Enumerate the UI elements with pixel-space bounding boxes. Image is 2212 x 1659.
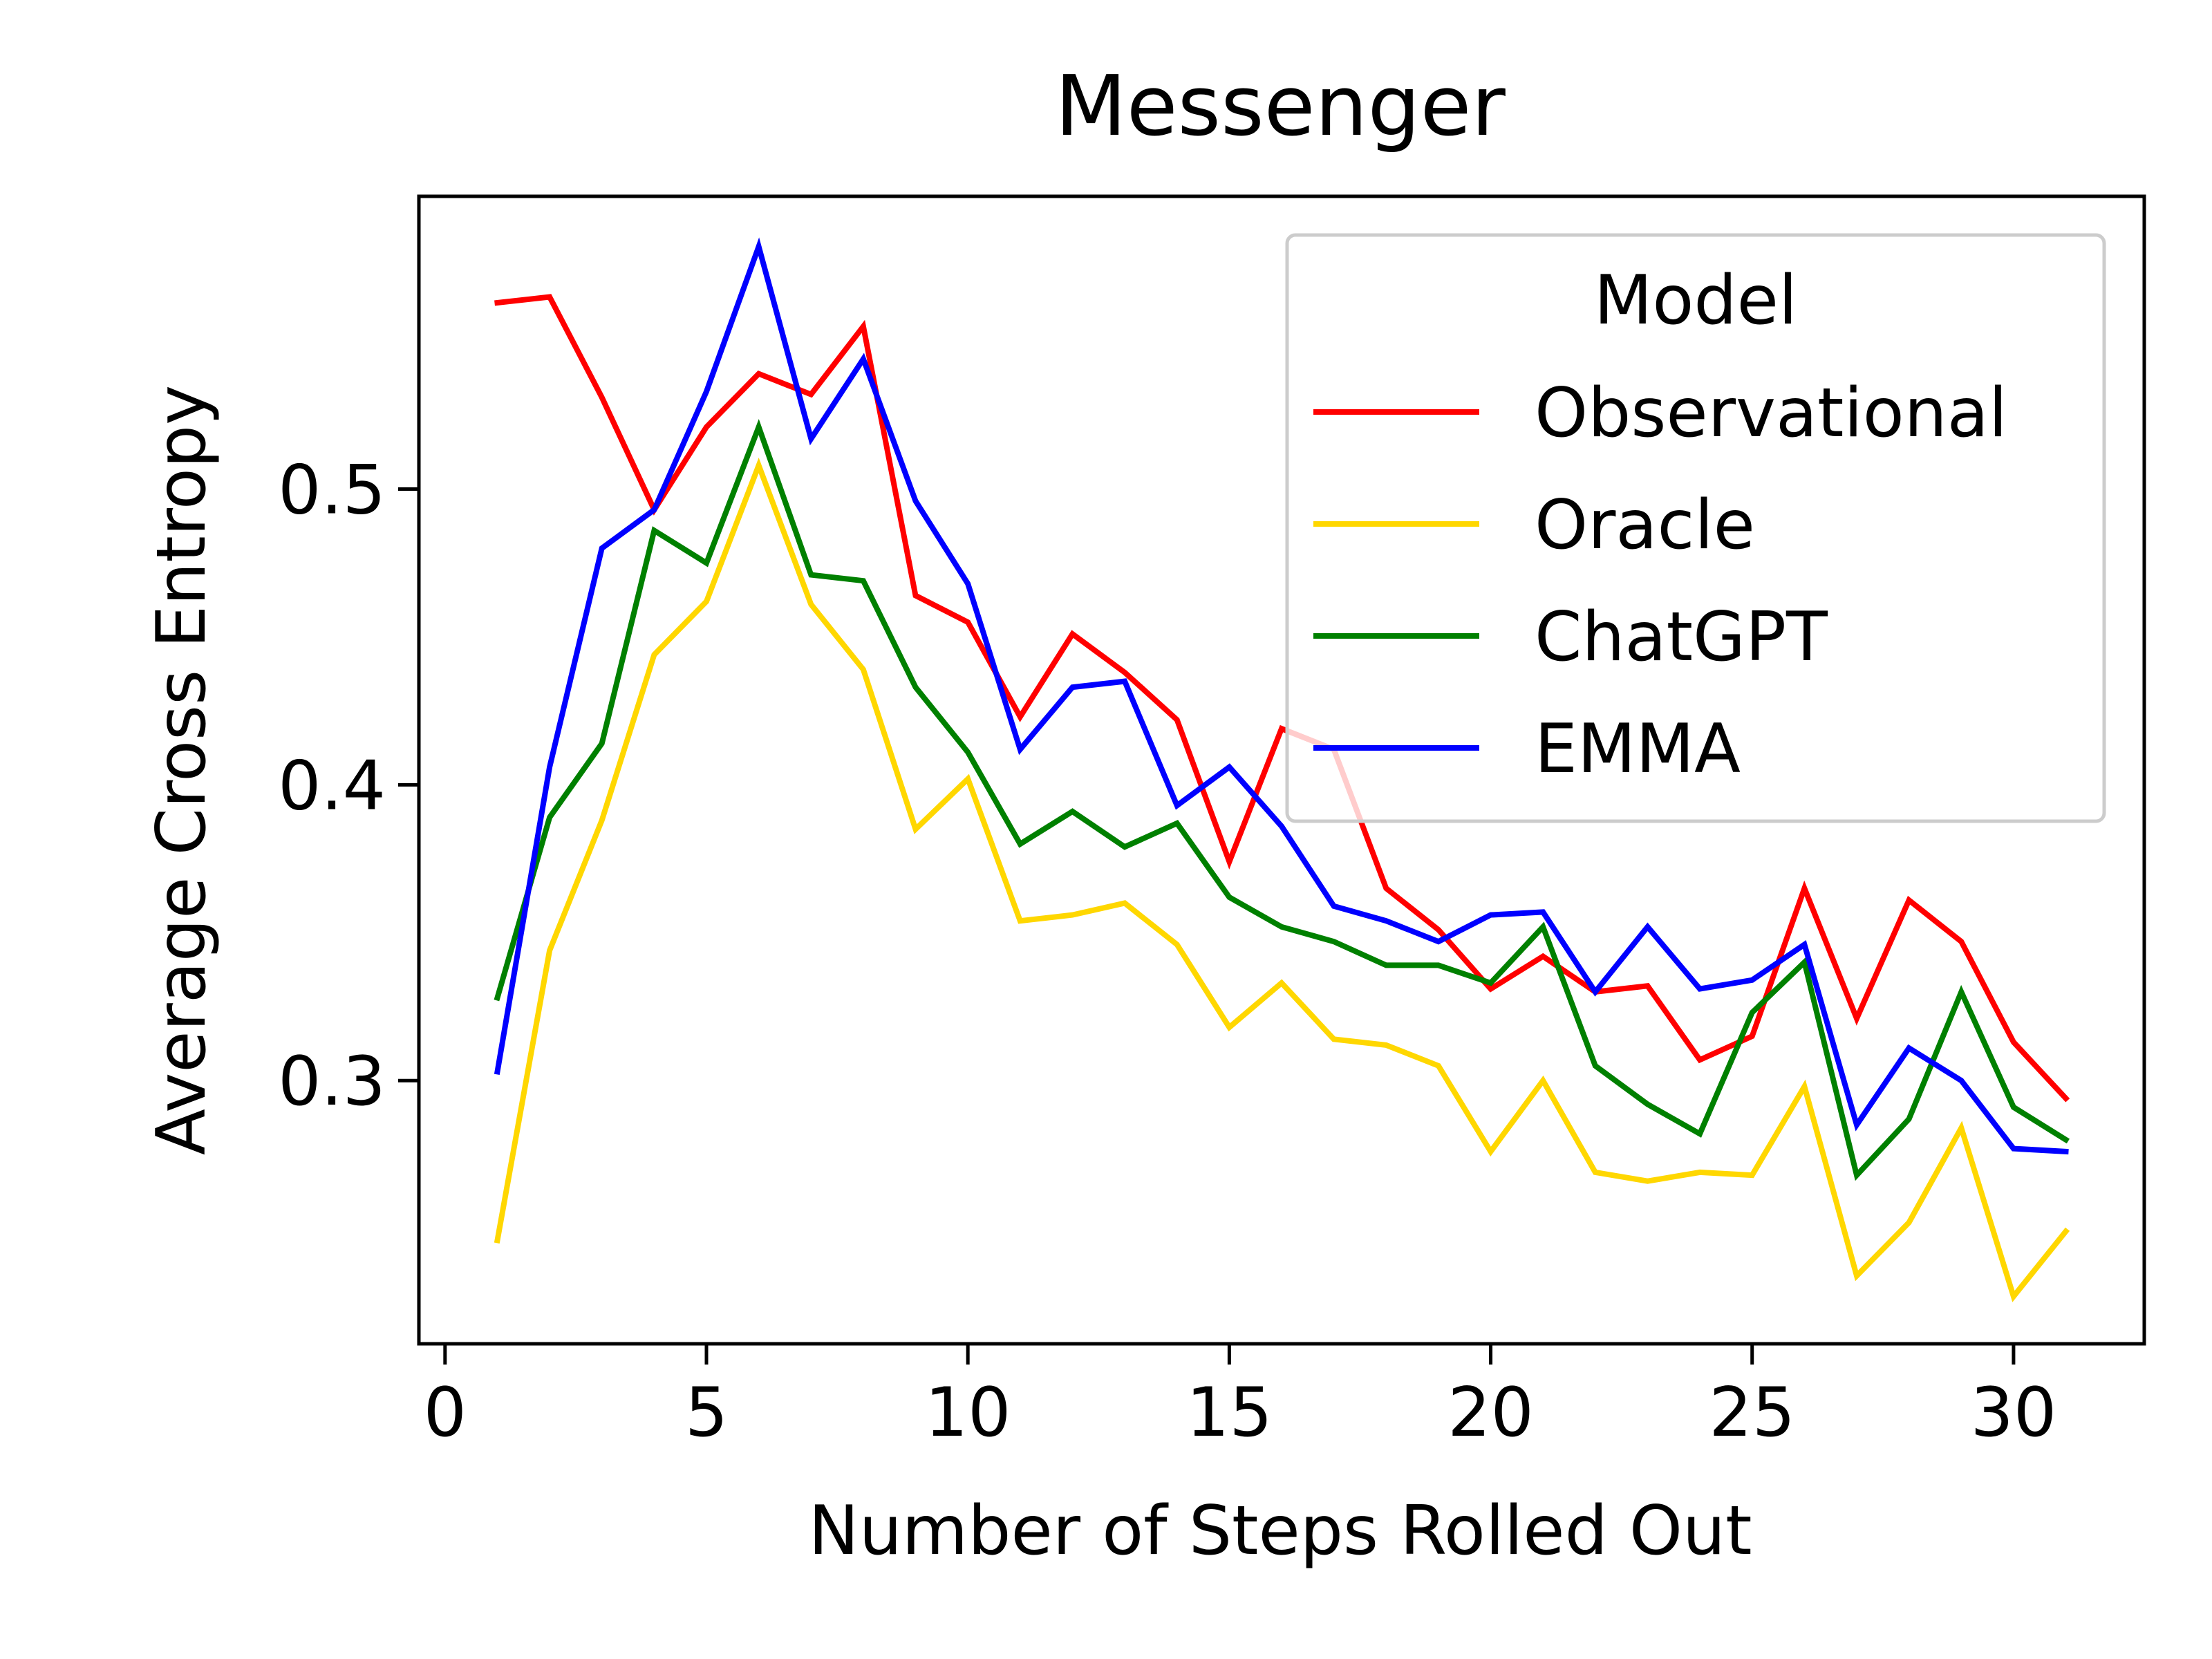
series-line-observational [494,294,2070,1103]
x-tick-label: 10 [925,1374,1011,1452]
x-tick-label: 15 [1186,1374,1273,1452]
x-tick-label: 25 [1709,1374,1795,1452]
legend-label-emma: EMMA [1535,710,1741,789]
legend-label-oracle: Oracle [1535,486,1755,565]
y-tick-label: 0.3 [278,1042,386,1121]
legend: Model Observational Oracle ChatGPT EMMA [1285,233,2106,823]
x-tick-label: 30 [1971,1374,2057,1452]
legend-title: Model [1594,261,1797,340]
legend-box [1285,233,2106,823]
series-line-oracle [494,458,2070,1302]
chart-title: Messenger [1055,59,1506,155]
x-tick-label: 5 [685,1374,728,1452]
legend-label-chatgpt: ChatGPT [1535,598,1828,677]
series-line-emma [494,237,2069,1155]
y-tick-label: 0.5 [278,451,386,530]
plot-area-frame [417,194,2146,1346]
x-tick-label: 0 [424,1374,467,1452]
y-tick-label: 0.4 [278,747,386,825]
x-tick-label: 20 [1447,1374,1534,1452]
y-axis-label: Average Cross Entropy [142,385,221,1155]
legend-label-observational: Observational [1535,374,2007,453]
x-axis-label: Number of Steps Rolled Out [808,1492,1752,1571]
series-line-chatgpt [494,419,2070,1181]
